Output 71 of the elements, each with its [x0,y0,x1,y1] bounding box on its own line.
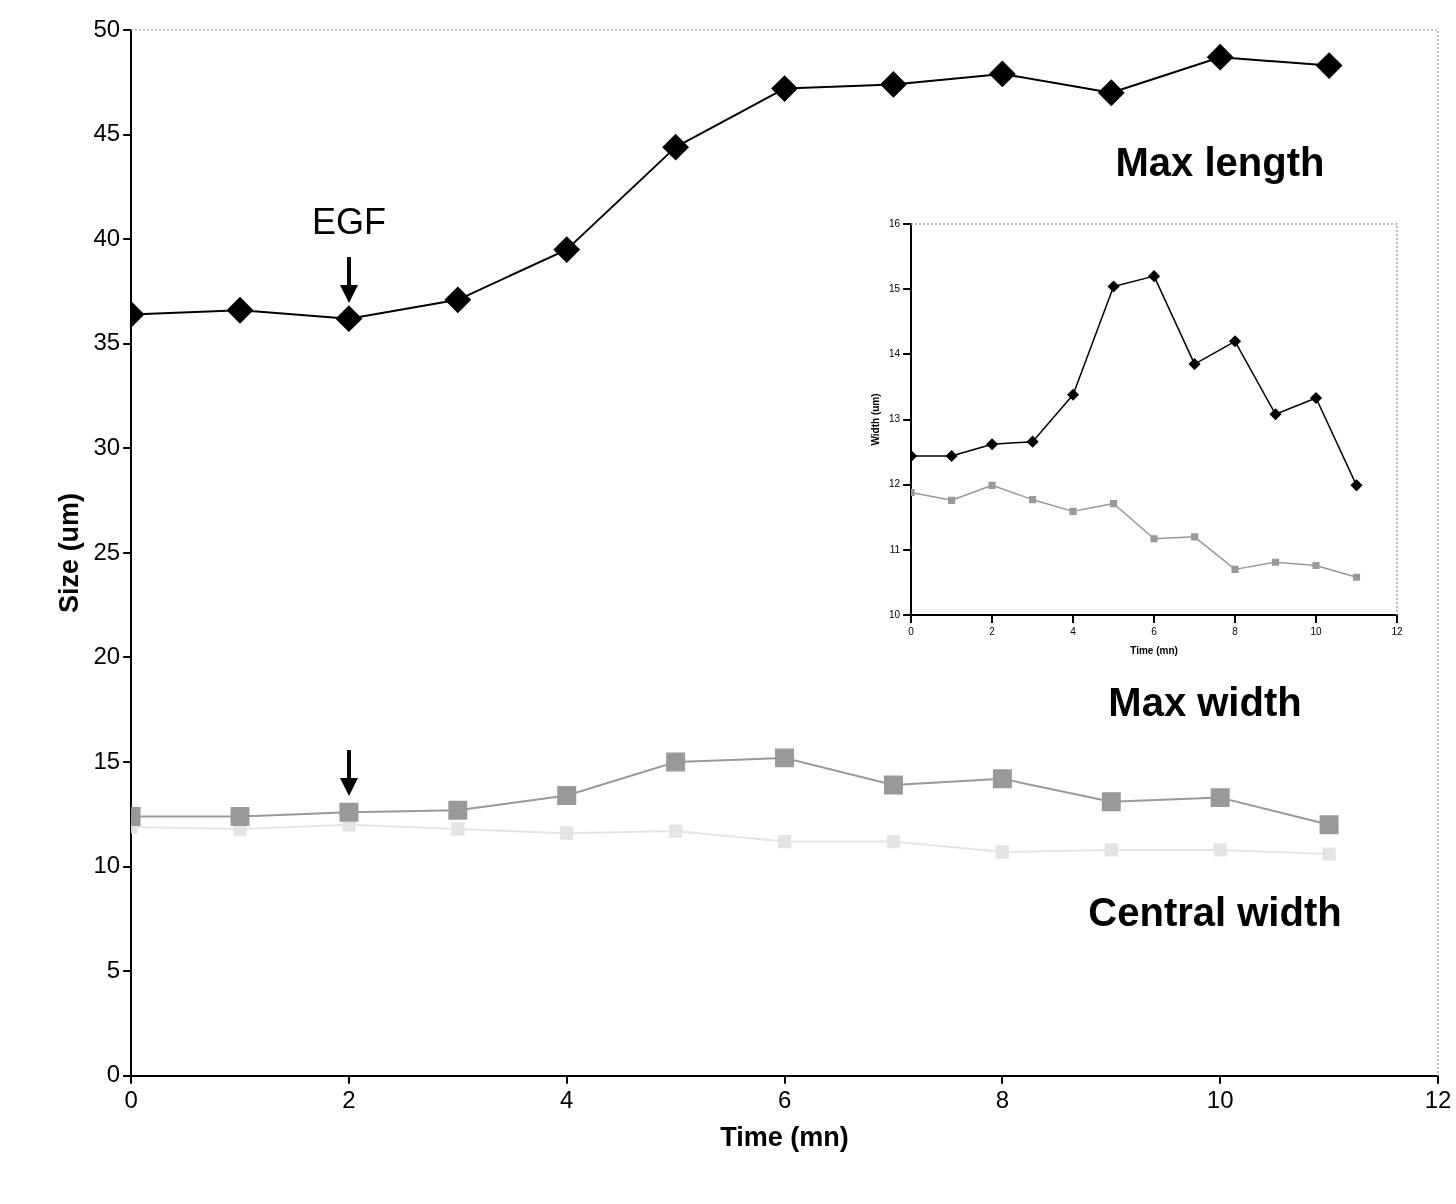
x-axis-title: Time (mn) [720,1122,849,1153]
y-tick-label: 15 [93,746,121,774]
point [880,71,907,98]
y-tick-label: 40 [93,223,121,251]
point [1104,843,1118,857]
series-label: Max width [1108,680,1302,725]
x-tick-label: 6 [777,1085,792,1113]
x-tick-label: 10 [1206,1085,1234,1113]
x-tick-label: 8 [1232,625,1239,637]
series-label: Central width [1088,890,1342,935]
x-axis-title: Time (mn) [1130,644,1178,656]
point [557,786,577,806]
y-tick-label: 35 [93,328,121,356]
point [560,826,574,840]
y-tick-label: 12 [889,478,901,490]
y-tick-label: 30 [93,432,121,460]
point [1207,44,1234,71]
series-label: Max length [1115,140,1325,185]
y-tick-label: 10 [889,608,901,620]
point [448,800,468,820]
point [662,134,689,161]
y-tick-label: 0 [106,1060,121,1088]
point [1101,792,1121,812]
point [1319,815,1339,835]
y-axis-title: Width (um) [869,393,881,446]
x-tick-label: 2 [989,625,996,637]
point [1213,843,1227,857]
point [668,824,683,838]
point [335,305,362,332]
point [451,822,465,836]
point [777,834,792,849]
point [775,748,795,768]
annotation: EGF [311,200,386,242]
x-tick-label: 8 [995,1085,1010,1113]
point [771,75,798,102]
point [1322,847,1336,861]
x-tick-label: 0 [124,1085,138,1113]
x-tick-label: 4 [560,1085,574,1113]
point [1316,52,1343,79]
point [989,60,1016,87]
y-tick-label: 45 [93,119,121,147]
x-tick-label: 10 [1310,625,1323,637]
point [666,752,686,772]
point [1210,788,1230,808]
point [444,286,471,313]
point [886,834,901,849]
y-tick-label: 50 [93,14,121,42]
point [1098,79,1125,106]
y-tick-label: 11 [889,543,901,555]
y-tick-label: 25 [93,537,121,565]
y-tick-label: 14 [889,348,901,360]
x-tick-label: 12 [1391,625,1403,637]
x-tick-label: 12 [1424,1085,1452,1113]
point [339,802,359,822]
point [230,806,250,826]
x-tick-label: 0 [908,625,915,637]
point [553,236,580,263]
point [883,775,903,795]
x-tick-label: 6 [1151,625,1158,637]
y-tick-label: 5 [106,955,121,983]
y-tick-label: 16 [889,217,901,229]
point [992,769,1012,789]
y-tick-label: 20 [93,642,121,670]
y-tick-label: 10 [93,851,121,879]
y-tick-label: 15 [889,282,901,294]
y-axis-title: Size (um) [53,492,84,613]
point [995,845,1010,859]
y-tick-label: 13 [889,413,901,425]
point [227,297,253,324]
x-tick-label: 4 [1070,625,1077,637]
x-tick-label: 2 [342,1085,356,1113]
